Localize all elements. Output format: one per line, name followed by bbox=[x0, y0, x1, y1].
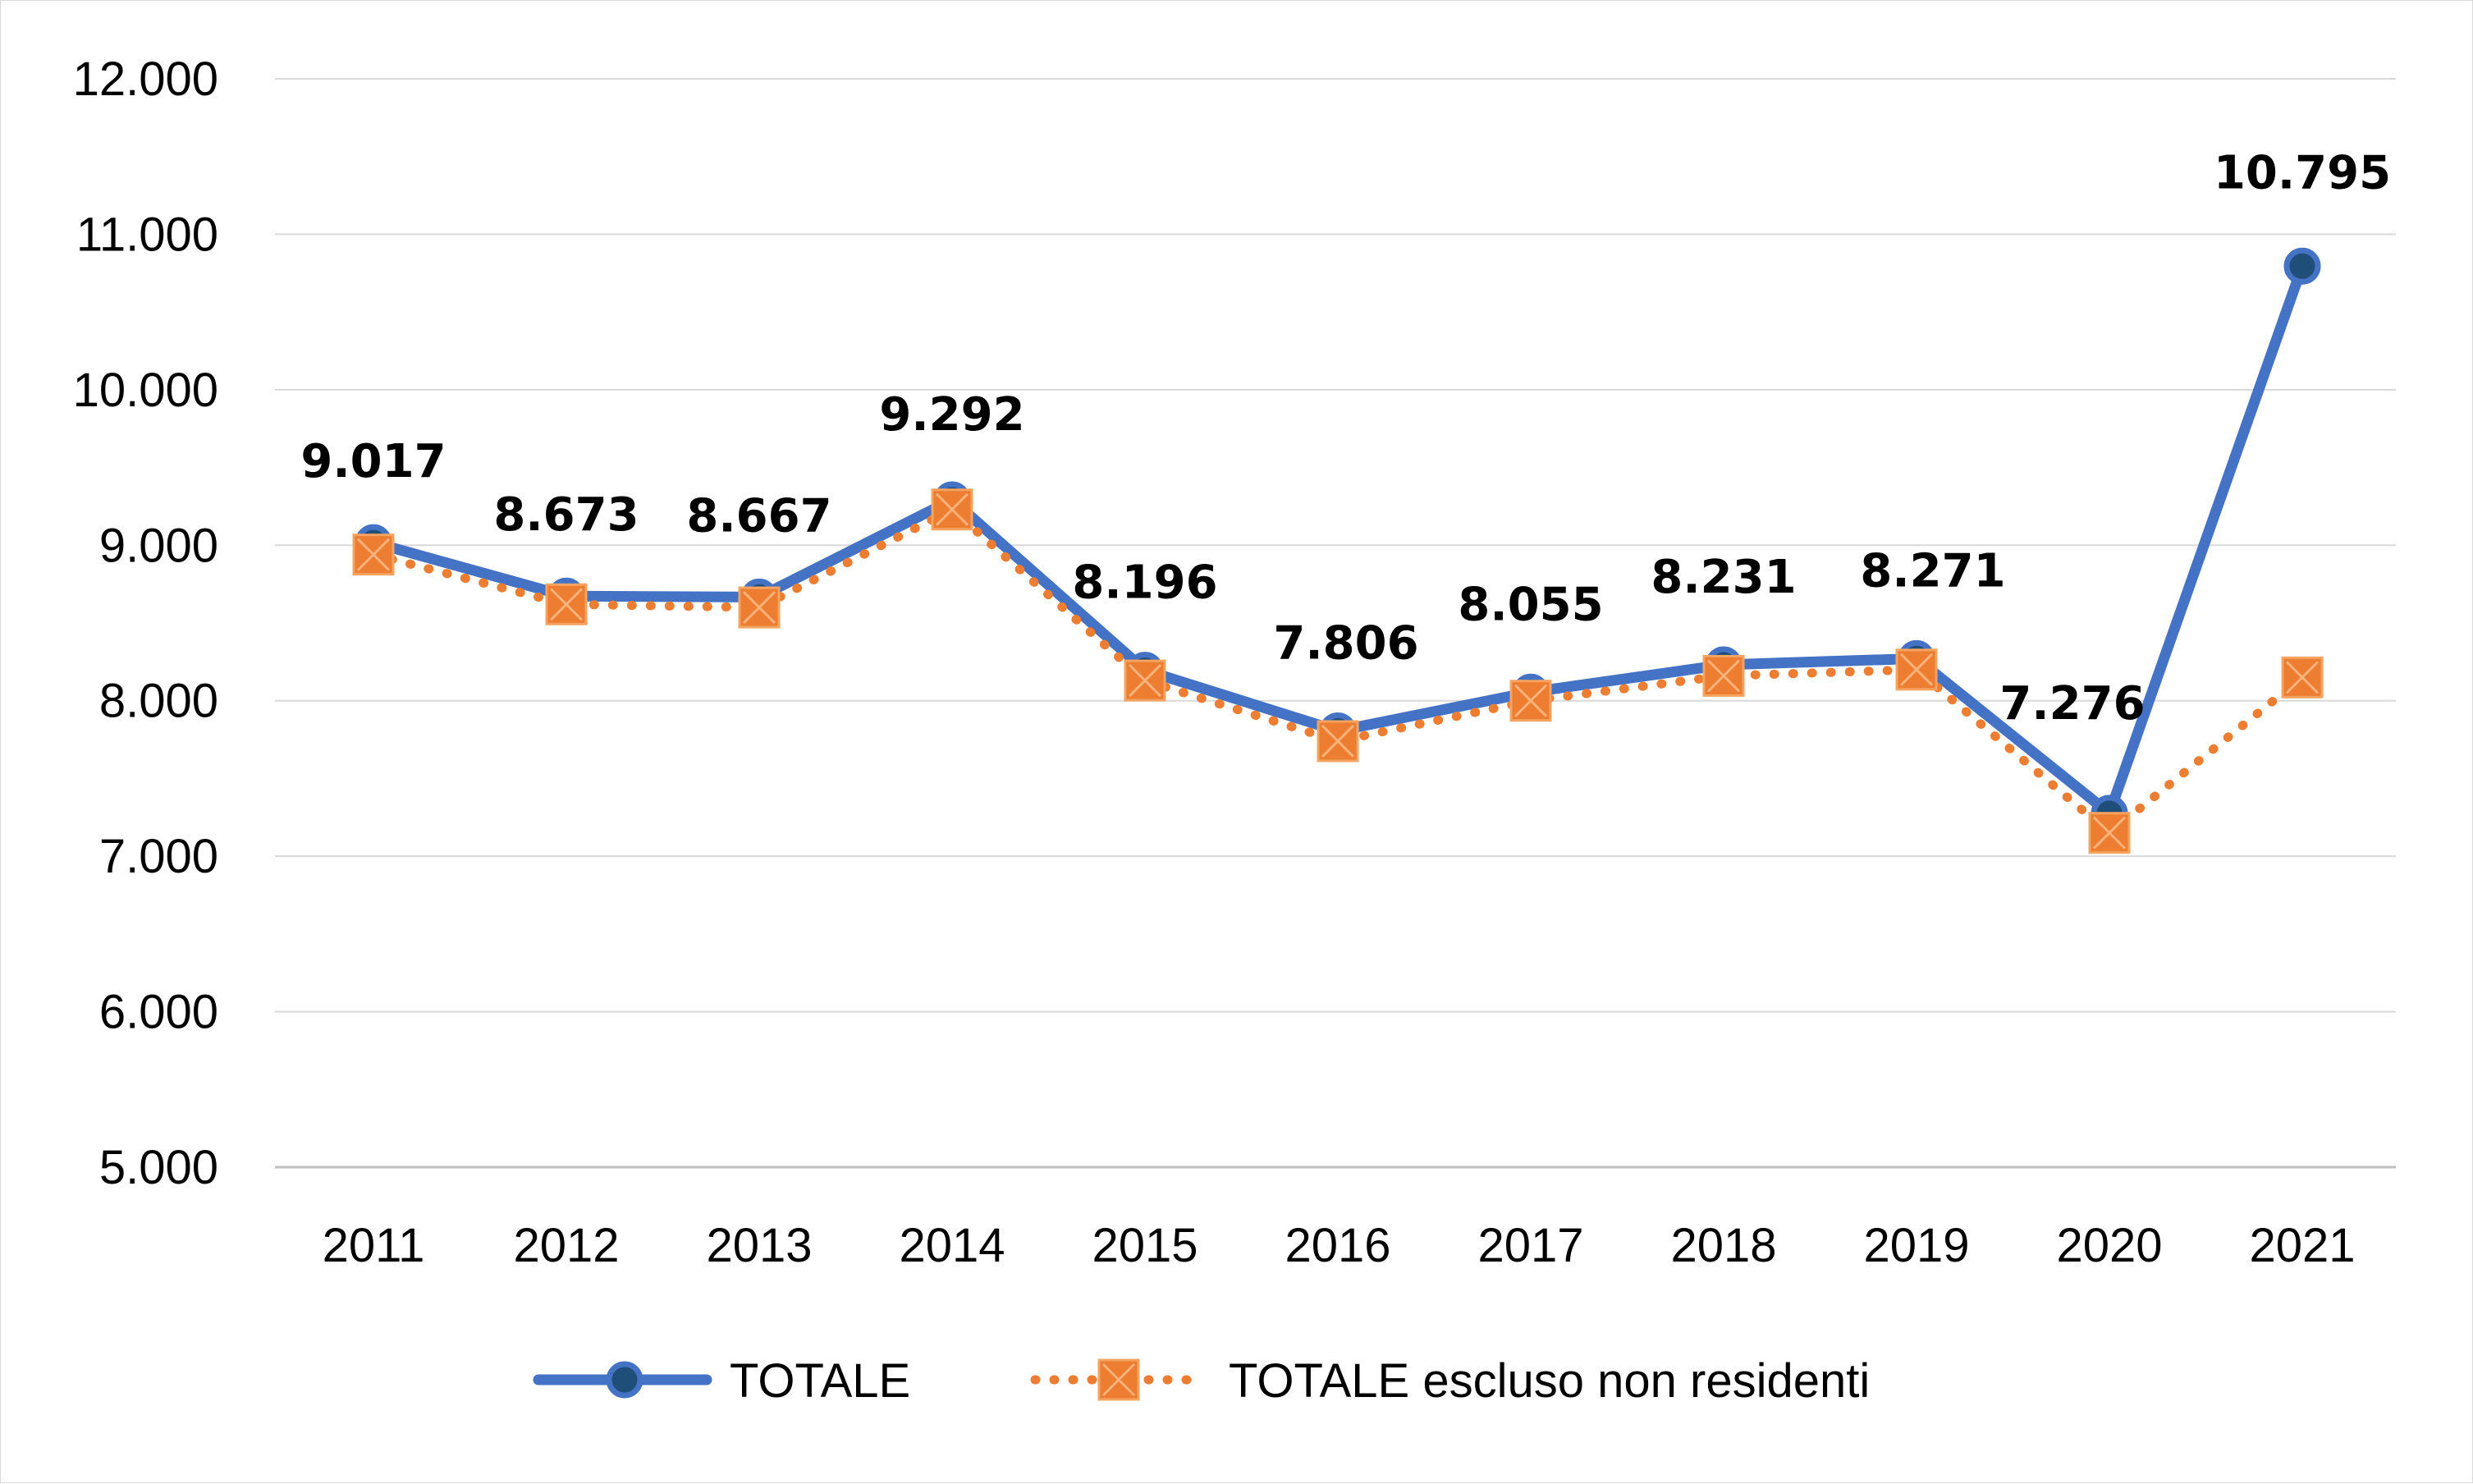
y-tick-label: 7.000 bbox=[99, 830, 218, 883]
x-tick-label: 2018 bbox=[1670, 1219, 1776, 1272]
marker-cross bbox=[1514, 684, 1548, 717]
data-label-totale: 8.055 bbox=[1458, 578, 1603, 631]
point-escluso bbox=[352, 534, 395, 576]
point-totale bbox=[2283, 247, 2321, 285]
point-escluso bbox=[931, 488, 973, 531]
legend-marker-totale bbox=[606, 1361, 643, 1399]
y-tick-label: 12.000 bbox=[73, 53, 218, 106]
legend-label-escluso: TOTALE escluso non residenti bbox=[1229, 1354, 1870, 1408]
point-escluso bbox=[2281, 656, 2324, 698]
legend: TOTALE TOTALE escluso non residenti bbox=[533, 1354, 1870, 1408]
y-tick-label: 8.000 bbox=[99, 675, 218, 728]
data-label-totale: 10.795 bbox=[2214, 146, 2391, 199]
x-tick-label: 2012 bbox=[513, 1219, 619, 1272]
legend-marker-escluso bbox=[1097, 1358, 1140, 1401]
series-lines bbox=[352, 247, 2324, 854]
y-tick-label: 6.000 bbox=[99, 986, 218, 1039]
point-escluso bbox=[1509, 680, 1552, 722]
legend-label-totale: TOTALE bbox=[730, 1354, 910, 1408]
data-label-totale: 8.667 bbox=[686, 489, 831, 543]
point-escluso bbox=[738, 586, 781, 629]
marker-cross bbox=[1899, 653, 1934, 686]
point-escluso bbox=[1124, 659, 1166, 702]
x-tick-label: 2017 bbox=[1477, 1219, 1583, 1272]
y-tick-label: 10.000 bbox=[73, 364, 218, 417]
marker-cross bbox=[1706, 659, 1741, 693]
y-tick-label: 11.000 bbox=[76, 208, 218, 261]
data-label-totale: 8.673 bbox=[493, 488, 639, 542]
point-escluso bbox=[545, 583, 588, 625]
gridlines bbox=[275, 78, 2396, 1013]
data-label-totale: 8.231 bbox=[1651, 551, 1796, 604]
data-label-totale: 9.292 bbox=[879, 388, 1024, 442]
point-escluso bbox=[2088, 812, 2131, 854]
data-label-totale: 8.196 bbox=[1072, 556, 1217, 610]
data-label-totale: 7.276 bbox=[1999, 677, 2145, 731]
marker-cross bbox=[549, 588, 584, 621]
data-label-totale: 7.806 bbox=[1273, 616, 1418, 670]
marker-cross bbox=[1321, 724, 1355, 758]
data-label-totale: 8.271 bbox=[1860, 544, 2005, 598]
x-tick-label: 2014 bbox=[899, 1219, 1005, 1272]
marker-cross bbox=[1128, 664, 1162, 698]
marker-cross bbox=[742, 590, 776, 625]
marker-cross bbox=[935, 492, 969, 526]
x-tick-label: 2020 bbox=[2056, 1219, 2162, 1272]
data-label-totale: 9.017 bbox=[300, 435, 446, 488]
point-escluso bbox=[1317, 720, 1359, 763]
axes: 5.000 6.000 7.000 8.000 9.000 10.000 11.000 12.… bbox=[73, 53, 2396, 1272]
y-tick-label: 9.000 bbox=[99, 519, 218, 572]
x-tick-label: 2013 bbox=[706, 1219, 812, 1272]
marker-cross bbox=[356, 538, 391, 571]
point-escluso bbox=[1702, 654, 1745, 697]
x-tick-label: 2011 bbox=[323, 1219, 425, 1272]
data-labels: 9.017 8.673 8.667 9.292 8.196 7.806 8.055 8.231… bbox=[300, 146, 2391, 731]
x-tick-label: 2015 bbox=[1092, 1219, 1198, 1272]
x-tick-label: 2019 bbox=[1863, 1219, 1969, 1272]
point-escluso bbox=[1895, 648, 1938, 691]
marker-cross bbox=[2092, 816, 2127, 850]
series-line-escluso bbox=[369, 505, 2307, 838]
y-tick-label: 5.000 bbox=[99, 1141, 218, 1194]
x-tick-label: 2016 bbox=[1285, 1219, 1390, 1272]
marker-cross bbox=[1101, 1363, 1136, 1397]
x-tick-label: 2021 bbox=[2249, 1219, 2355, 1272]
marker-cross bbox=[2285, 661, 2320, 694]
